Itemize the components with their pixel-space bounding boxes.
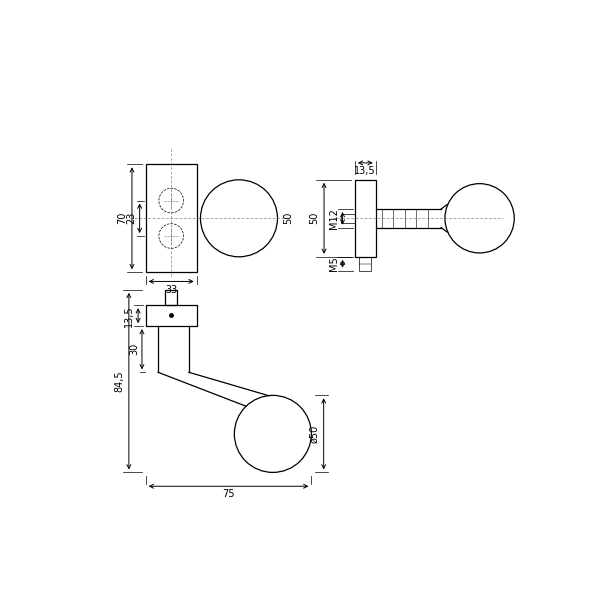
Text: ø50: ø50: [310, 425, 320, 443]
Bar: [166, 290, 177, 305]
Text: 50: 50: [284, 212, 293, 224]
Text: 75: 75: [223, 490, 235, 499]
Text: 13,5: 13,5: [124, 305, 134, 326]
Text: 70: 70: [118, 212, 127, 224]
Bar: [341, 214, 355, 223]
Bar: [355, 180, 376, 257]
Bar: [146, 305, 197, 326]
Text: 84,5: 84,5: [114, 370, 124, 392]
Bar: [146, 164, 197, 272]
Text: M5: M5: [329, 256, 338, 271]
Text: 50: 50: [310, 212, 319, 224]
Text: 13,5: 13,5: [355, 166, 376, 176]
Text: 30: 30: [129, 343, 139, 355]
Text: 33: 33: [165, 284, 178, 295]
Bar: [359, 257, 371, 271]
Text: 23: 23: [126, 212, 136, 224]
Text: M12: M12: [329, 208, 338, 229]
